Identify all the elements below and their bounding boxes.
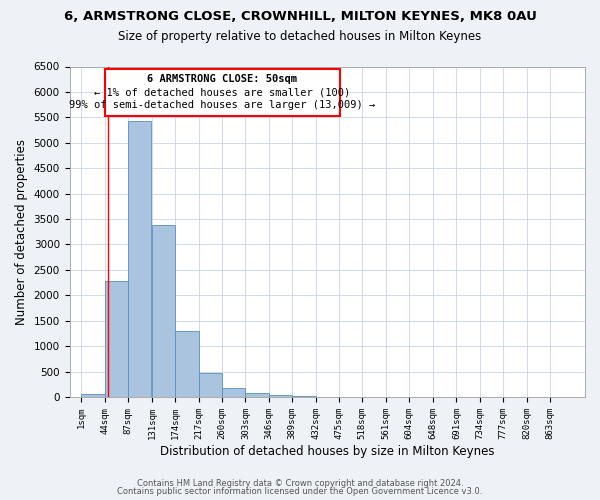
- Text: 99% of semi-detached houses are larger (13,009) →: 99% of semi-detached houses are larger (…: [69, 100, 376, 110]
- Bar: [128, 121, 151, 397]
- Bar: [269, 396, 292, 397]
- Bar: [245, 393, 269, 397]
- Bar: [81, 394, 104, 397]
- FancyBboxPatch shape: [104, 68, 340, 116]
- Text: ← 1% of detached houses are smaller (100): ← 1% of detached houses are smaller (100…: [94, 87, 350, 97]
- X-axis label: Distribution of detached houses by size in Milton Keynes: Distribution of detached houses by size …: [160, 444, 494, 458]
- Bar: [222, 388, 245, 397]
- Bar: [199, 372, 222, 397]
- Text: 6 ARMSTRONG CLOSE: 50sqm: 6 ARMSTRONG CLOSE: 50sqm: [148, 74, 298, 84]
- Bar: [152, 225, 175, 397]
- Y-axis label: Number of detached properties: Number of detached properties: [15, 138, 28, 324]
- Text: Size of property relative to detached houses in Milton Keynes: Size of property relative to detached ho…: [118, 30, 482, 43]
- Bar: [292, 396, 316, 397]
- Bar: [175, 331, 199, 397]
- Text: Contains HM Land Registry data © Crown copyright and database right 2024.: Contains HM Land Registry data © Crown c…: [137, 478, 463, 488]
- Text: Contains public sector information licensed under the Open Government Licence v3: Contains public sector information licen…: [118, 487, 482, 496]
- Bar: [104, 281, 128, 397]
- Text: 6, ARMSTRONG CLOSE, CROWNHILL, MILTON KEYNES, MK8 0AU: 6, ARMSTRONG CLOSE, CROWNHILL, MILTON KE…: [64, 10, 536, 23]
